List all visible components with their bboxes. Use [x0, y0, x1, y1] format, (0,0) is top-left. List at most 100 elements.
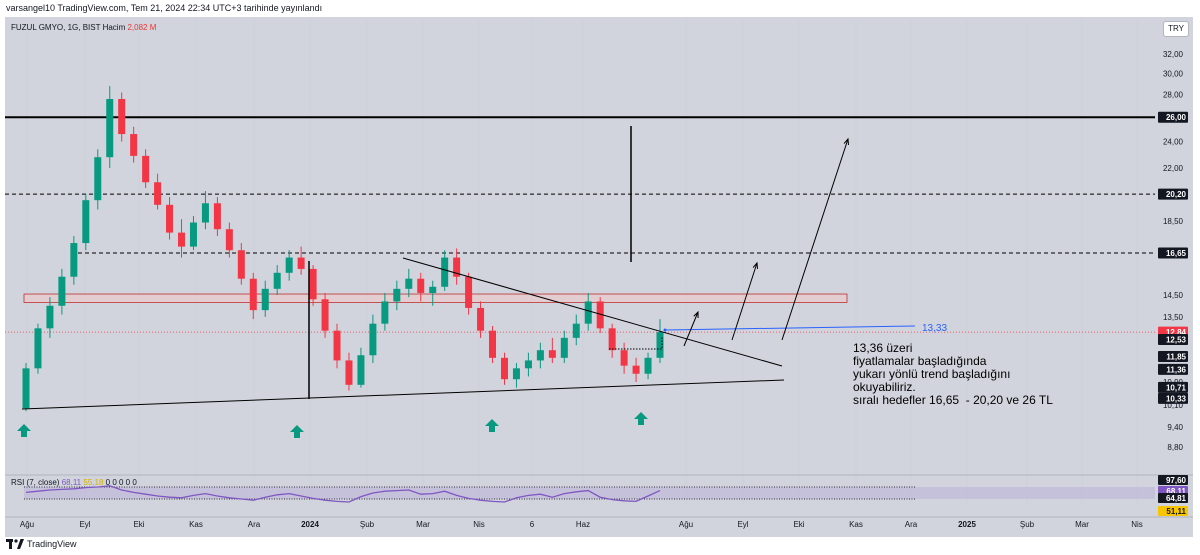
candle-body: [94, 157, 102, 201]
tradingview-logo-icon: [6, 539, 24, 549]
price-tag-box: [1158, 381, 1188, 393]
rsi-zeros: 0 0 0 0 0: [105, 478, 137, 487]
drawings: 13,33: [21, 126, 947, 410]
candle-body: [548, 350, 556, 358]
rsi-value: 68,11: [61, 478, 82, 487]
symbol-name: FUZUL GMYO, 1G, BIST Hacim: [11, 23, 126, 32]
time-tick-label: 2024: [301, 520, 319, 529]
price-tick-label: 9,40: [1167, 423, 1183, 432]
candle-body: [130, 134, 138, 156]
candle-body: [154, 182, 162, 205]
chart-pane[interactable]: [5, 17, 1193, 537]
candle-body: [524, 360, 532, 369]
price-tick-label: 13,50: [1163, 313, 1184, 322]
candle-body: [632, 365, 640, 374]
candle-body: [441, 257, 449, 287]
horizontal-levels: [5, 116, 1155, 333]
price-tag-label: 12,84: [1166, 328, 1187, 337]
candle-body: [620, 350, 628, 366]
candle-body: [178, 232, 186, 247]
price-tag-label: 10,33: [1166, 394, 1187, 403]
price-tick-label: 28,00: [1163, 91, 1184, 100]
price-tick-label: 32,00: [1163, 50, 1184, 59]
price-tag-label: 10,71: [1166, 383, 1187, 392]
rsi-band: [24, 487, 1155, 499]
candle-body: [321, 299, 329, 331]
price-tag-box: [1158, 351, 1188, 363]
time-tick-label: Ara: [248, 520, 261, 529]
time-tick-label: Nis: [473, 520, 485, 529]
rsi-line: [25, 485, 661, 503]
candle-body: [644, 357, 652, 374]
time-tick-label: Nis: [1131, 520, 1143, 529]
target-arrow-1-head: [693, 310, 699, 319]
time-tick-label: Eyl: [79, 520, 90, 529]
candle-body: [82, 200, 90, 244]
support-trendline: [21, 379, 785, 410]
candle-body: [656, 332, 664, 358]
currency-button[interactable]: TRY: [1163, 21, 1189, 37]
candle-body: [381, 301, 389, 324]
candle-body: [261, 288, 269, 311]
resistance-trendline: [402, 257, 783, 367]
time-tick-label: Ağu: [679, 520, 693, 529]
rsi-ma-value: 55,18: [83, 478, 104, 487]
time-tick-label: Ara: [905, 520, 918, 529]
candle-body: [357, 355, 365, 385]
brand: TradingView: [6, 539, 77, 549]
time-tick-label: Haz: [576, 520, 590, 529]
rsi-label: RSI (7, close): [11, 478, 60, 487]
price-tick-label: 24,00: [1163, 138, 1184, 147]
rsi-tag-box: [1158, 493, 1188, 503]
bottom-markers: [17, 412, 648, 438]
time-tick-label: Kas: [849, 520, 863, 529]
bottom-up-arrow-icon: [290, 425, 304, 438]
price-tag-box: [1158, 392, 1188, 404]
candle-body: [285, 257, 293, 273]
breakout-line: [664, 325, 916, 331]
price-tag-label: 26,00: [1166, 113, 1187, 122]
candle-body: [225, 229, 233, 251]
candle-body: [500, 357, 508, 380]
candle-body: [142, 155, 150, 183]
price-tick-label: 10,10: [1163, 401, 1184, 410]
candle-body: [34, 328, 42, 369]
price-tag-box: [1158, 334, 1188, 346]
time-tick-label: Şub: [360, 520, 375, 529]
time-tick-label: Eki: [793, 520, 804, 529]
price-tick-label: 18,50: [1163, 217, 1184, 226]
breakout-point: [663, 328, 667, 332]
candle-body: [58, 276, 66, 306]
candle-body: [596, 301, 604, 329]
candle-body: [417, 278, 425, 293]
candle-body: [106, 99, 114, 158]
price-tag-label: 11,36: [1166, 365, 1186, 374]
price-tag-label: 20,20: [1166, 190, 1187, 199]
candle-body: [429, 286, 437, 293]
candle-body: [393, 288, 401, 302]
price-tick-label: 30,00: [1163, 70, 1184, 79]
time-tick-label: Şub: [1020, 520, 1035, 529]
target-arrow-2-head: [752, 261, 759, 270]
price-tag-box: [1158, 247, 1188, 259]
candle-body: [166, 204, 174, 233]
bottom-up-arrow-icon: [17, 424, 31, 437]
rsi-tag-label: 97,60: [1166, 476, 1187, 485]
grid: [26, 20, 1138, 505]
time-tick-label: Kas: [189, 520, 203, 529]
rsi-tag-label: 51,11: [1166, 507, 1186, 516]
candles: [22, 86, 664, 412]
candle-body: [477, 307, 485, 331]
rsi-tag-box: [1158, 506, 1188, 516]
time-tick-label: Mar: [1075, 520, 1089, 529]
time-tick-label: Eyl: [737, 520, 748, 529]
candle-body: [512, 368, 520, 380]
candle-body: [369, 323, 377, 356]
target-arrow-3: [781, 138, 849, 341]
candle-body: [213, 203, 221, 230]
resistance-zone: [23, 293, 848, 303]
time-tick-label: Eki: [133, 520, 144, 529]
candle-body: [333, 330, 341, 361]
